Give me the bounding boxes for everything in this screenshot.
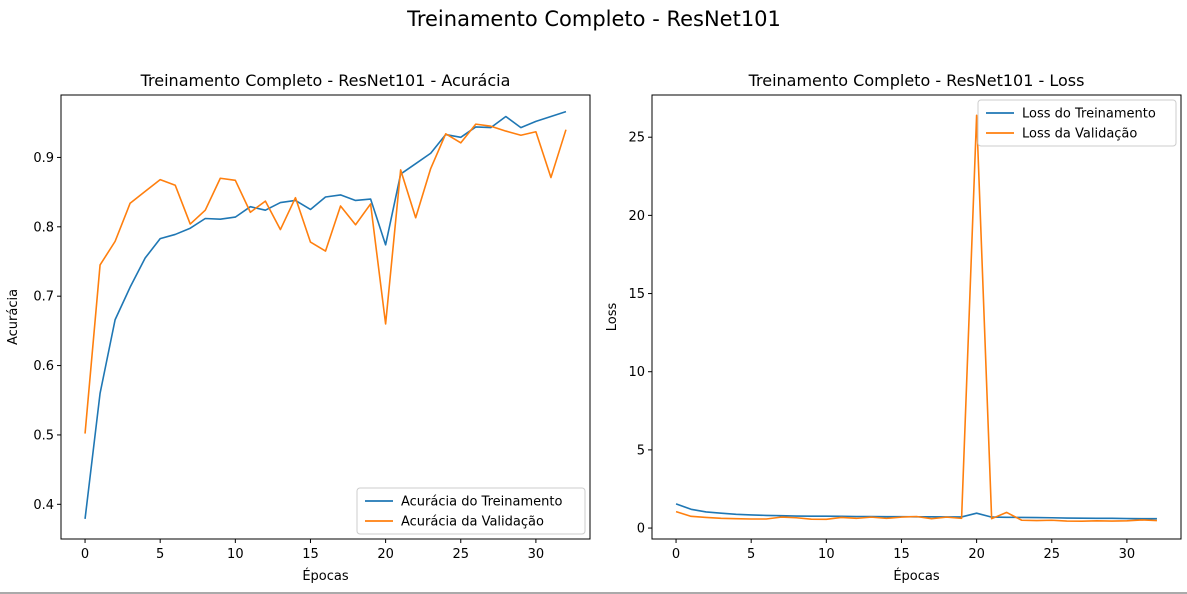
x-tick-label: 30 xyxy=(528,547,545,562)
legend-label: Acurácia do Treinamento xyxy=(401,495,562,510)
x-tick-label: 0 xyxy=(81,547,89,562)
x-tick-label: 10 xyxy=(818,547,835,562)
x-tick-label: 15 xyxy=(302,547,319,562)
x-tick-label: 5 xyxy=(747,547,755,562)
x-tick-label: 20 xyxy=(968,547,985,562)
plot-frame xyxy=(60,94,591,540)
legend: Loss do Treinamento Loss da Validação xyxy=(977,99,1177,147)
y-tick-label: 5 xyxy=(637,443,645,458)
legend-label: Acurácia da Validação xyxy=(401,515,544,530)
legend-label: Loss da Validação xyxy=(1022,127,1137,142)
chart-title: Treinamento Completo - ResNet101 - Loss xyxy=(748,71,1085,90)
y-tick-label: 0.6 xyxy=(33,359,54,374)
y-tick-label: 0 xyxy=(637,522,645,537)
legend-label: Loss do Treinamento xyxy=(1022,107,1156,122)
y-tick-label: 0.8 xyxy=(33,220,54,235)
legend-box xyxy=(977,99,1177,147)
series-line-val xyxy=(84,123,567,434)
y-tick-label: 15 xyxy=(628,287,645,302)
series-line-train xyxy=(84,110,567,519)
loss-chart: Treinamento Completo - ResNet101 - Loss 0… xyxy=(605,71,1182,584)
x-tick-label: 5 xyxy=(156,547,164,562)
y-tick-label: 0.4 xyxy=(33,498,54,513)
x-tick-label: 30 xyxy=(1119,547,1136,562)
legend-box xyxy=(356,487,586,535)
x-tick-label: 20 xyxy=(377,547,394,562)
y-tick-label: 0.7 xyxy=(33,290,54,305)
x-axis-label: Épocas xyxy=(302,568,349,584)
series-line-val xyxy=(675,114,1157,522)
y-axis-label: Loss xyxy=(605,303,620,332)
y-tick-label: 0.9 xyxy=(33,151,54,166)
legend: Acurácia do Treinamento Acurácia da Valid… xyxy=(356,487,586,535)
plot-frame xyxy=(651,94,1182,540)
figure-suptitle: Treinamento Completo - ResNet101 xyxy=(406,7,781,31)
chart-title: Treinamento Completo - ResNet101 - Acurá… xyxy=(140,71,511,90)
y-tick-label: 10 xyxy=(628,365,645,380)
x-tick-label: 0 xyxy=(672,547,680,562)
x-tick-label: 25 xyxy=(452,547,469,562)
accuracy-chart: Treinamento Completo - ResNet101 - Acurá… xyxy=(6,71,591,584)
y-tick-label: 0.5 xyxy=(33,428,54,443)
x-tick-label: 25 xyxy=(1043,547,1060,562)
x-axis-label: Épocas xyxy=(893,568,940,584)
y-axis-label: Acurácia xyxy=(6,289,21,345)
y-tick-label: 25 xyxy=(628,131,645,146)
x-tick-label: 10 xyxy=(227,547,244,562)
x-tick-label: 15 xyxy=(893,547,910,562)
y-tick-label: 20 xyxy=(628,209,645,224)
